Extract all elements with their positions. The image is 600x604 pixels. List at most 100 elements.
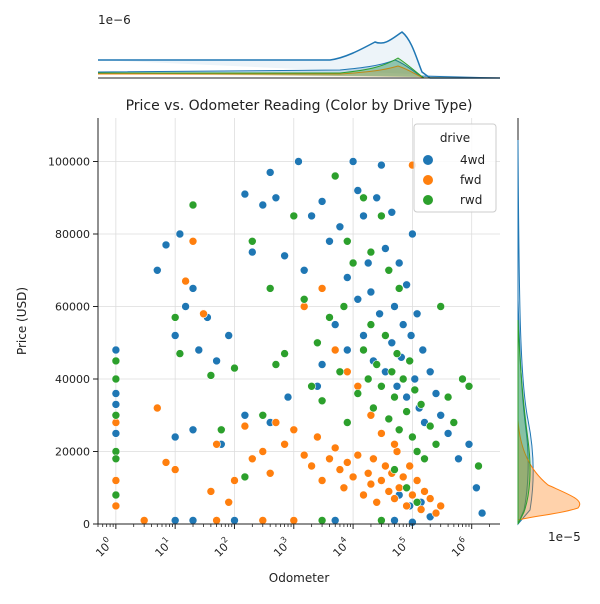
point-4wd [283, 392, 293, 402]
x-tick-label: 102 [210, 535, 235, 560]
point-4wd [342, 273, 352, 282]
x-tick-label-base: 10 [153, 541, 172, 560]
point-fwd [398, 472, 408, 482]
point-4wd [111, 400, 121, 409]
x-tick-label-base: 10 [449, 541, 468, 560]
point-fwd [342, 458, 352, 467]
point-4wd [408, 229, 417, 239]
point-fwd [188, 237, 198, 246]
point-rwd [458, 374, 467, 384]
point-rwd [474, 461, 483, 471]
point-rwd [307, 381, 316, 391]
point-fwd [335, 465, 345, 474]
point-rwd [240, 472, 250, 482]
point-4wd [294, 157, 303, 166]
point-4wd [170, 432, 180, 442]
point-4wd [418, 345, 428, 355]
point-fwd [353, 450, 363, 460]
legend-label-4wd: 4wd [460, 153, 485, 167]
legend-label-rwd: rwd [460, 193, 482, 207]
point-fwd [425, 494, 435, 503]
point-fwd [384, 487, 394, 496]
point-rwd [359, 193, 368, 203]
point-4wd [188, 284, 198, 293]
point-4wd [387, 338, 397, 348]
point-4wd [181, 302, 190, 311]
point-fwd [390, 494, 399, 503]
point-rwd [390, 465, 399, 474]
point-4wd [477, 508, 487, 518]
point-fwd [359, 490, 368, 500]
point-rwd [392, 349, 402, 358]
point-rwd [342, 418, 352, 427]
point-rwd [363, 374, 373, 384]
point-rwd [436, 302, 446, 311]
point-4wd [265, 168, 275, 177]
x-tick-label-exponent: 5 [398, 535, 408, 545]
point-fwd [206, 487, 216, 496]
top-marginal-offset-label: 1e−6 [98, 13, 131, 27]
y-axis-label: Price (USD) [15, 287, 29, 355]
point-4wd [335, 222, 345, 232]
point-4wd [412, 309, 422, 319]
legend-label-fwd: fwd [460, 173, 481, 187]
point-fwd [339, 483, 349, 493]
point-4wd [392, 381, 402, 391]
point-fwd [271, 418, 281, 427]
point-4wd [402, 392, 411, 402]
point-4wd [454, 454, 463, 464]
point-4wd [161, 240, 171, 250]
point-rwd [377, 211, 386, 221]
point-rwd [111, 374, 121, 384]
point-fwd [412, 476, 422, 485]
point-rwd [398, 374, 408, 384]
point-rwd [111, 447, 121, 456]
x-tick-label-exponent: 1 [160, 535, 170, 545]
point-rwd [408, 432, 417, 442]
point-fwd [224, 497, 233, 507]
point-rwd [248, 237, 257, 246]
top-marginal-fwd-density [98, 65, 500, 79]
point-4wd [375, 309, 384, 319]
point-rwd [425, 421, 435, 431]
x-tick-label-exponent: 2 [220, 535, 230, 545]
point-4wd [111, 345, 121, 355]
point-4wd [406, 331, 416, 340]
point-4wd [111, 429, 121, 438]
point-rwd [230, 363, 239, 373]
point-4wd [353, 186, 363, 195]
point-4wd [381, 244, 390, 253]
point-4wd [359, 211, 368, 221]
point-4wd [175, 229, 185, 239]
point-fwd [348, 472, 358, 482]
point-rwd [449, 418, 459, 427]
point-rwd [420, 454, 429, 464]
y-ticks: 0 20000 40000 60000 80000 100000 [48, 156, 98, 531]
point-4wd [299, 265, 309, 275]
y-tick-label: 60000 [55, 301, 90, 314]
point-4wd [224, 331, 233, 340]
point-rwd [217, 425, 226, 435]
point-rwd [431, 439, 441, 449]
point-4wd [363, 258, 373, 268]
point-fwd [317, 476, 327, 485]
point-4wd [330, 516, 340, 525]
y-tick-label: 40000 [55, 373, 90, 386]
point-4wd [170, 331, 180, 340]
point-fwd [258, 447, 268, 456]
point-4wd [377, 160, 386, 170]
x-tick-label-exponent: 4 [338, 535, 348, 545]
y-tick-label: 20000 [55, 446, 90, 459]
point-4wd [248, 247, 257, 257]
point-rwd [111, 356, 121, 366]
point-fwd [139, 516, 149, 525]
x-tick-label: 100 [91, 535, 116, 560]
point-rwd [280, 349, 289, 358]
point-4wd [188, 425, 198, 435]
point-4wd [212, 356, 221, 366]
point-fwd [353, 381, 363, 391]
point-4wd [472, 483, 481, 493]
x-tick-label-base: 10 [212, 541, 231, 560]
